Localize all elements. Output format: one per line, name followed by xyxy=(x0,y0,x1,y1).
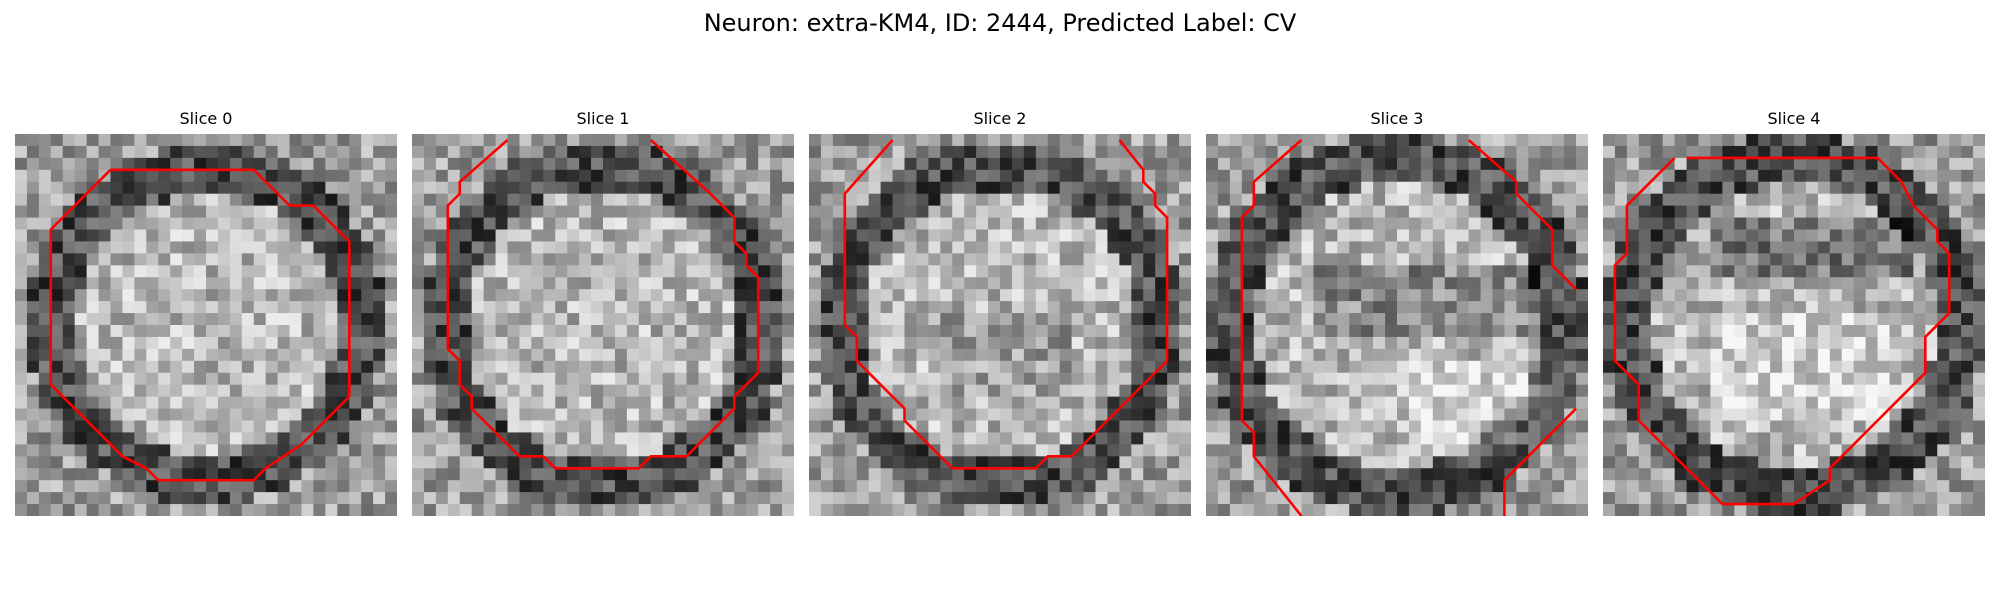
panel-title-slice-2: Slice 2 xyxy=(973,109,1027,128)
contour-line-1-0 xyxy=(446,139,760,470)
contour-line-2-0 xyxy=(843,139,1169,470)
figure-title: Neuron: extra-KM4, ID: 2444, Predicted L… xyxy=(703,9,1297,37)
slice-image-1 xyxy=(412,134,794,516)
contour-line-4-0 xyxy=(1613,156,1951,506)
slice-canvas-2 xyxy=(809,134,1191,516)
slice-canvas-0 xyxy=(15,134,397,516)
panel-title-slice-4: Slice 4 xyxy=(1767,109,1821,128)
slice-canvas-4 xyxy=(1603,134,1985,516)
slice-canvas-1 xyxy=(412,134,794,516)
slice-image-2 xyxy=(809,134,1191,516)
panel-title-slice-0: Slice 0 xyxy=(179,109,233,128)
contour-line-3-2 xyxy=(1503,407,1578,516)
panel-title-slice-1: Slice 1 xyxy=(576,109,630,128)
contour-line-0-0 xyxy=(49,168,351,482)
slice-image-3 xyxy=(1206,134,1588,516)
slice-image-4 xyxy=(1603,134,1985,516)
panel-title-slice-3: Slice 3 xyxy=(1370,109,1424,128)
slice-canvas-3 xyxy=(1206,134,1588,516)
slice-image-0 xyxy=(15,134,397,516)
contour-line-3-0 xyxy=(1240,139,1303,516)
contour-line-3-1 xyxy=(1467,139,1578,291)
